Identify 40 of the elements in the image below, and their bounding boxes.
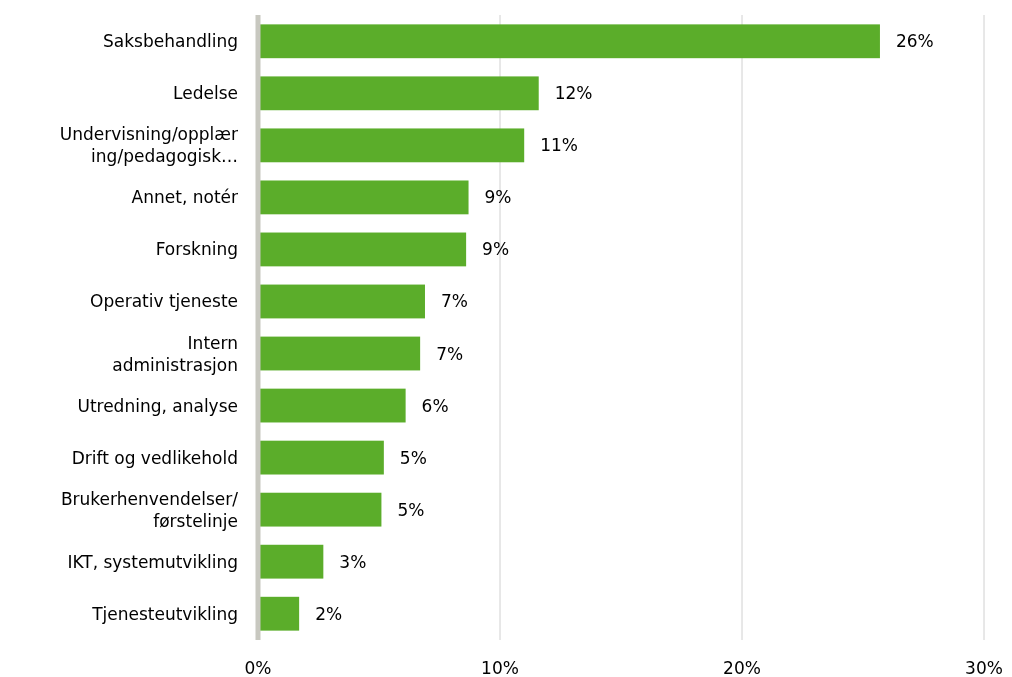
bar: [258, 440, 384, 475]
x-tick-label: 0%: [244, 658, 272, 677]
x-tick-label: 20%: [723, 658, 761, 677]
y-tick-label: Operativ tjeneste: [90, 291, 238, 312]
y-tick-label: Ledelse: [173, 83, 238, 104]
bar: [258, 128, 525, 163]
bar: [258, 544, 324, 579]
data-label: 5%: [399, 447, 427, 468]
data-label: 26%: [895, 31, 934, 52]
data-label: 7%: [440, 291, 468, 312]
data-label: 12%: [554, 83, 593, 104]
y-tick-label: Undervisning/opplær ing/pedagogisk…: [59, 124, 239, 167]
data-label: 5%: [397, 499, 425, 520]
x-tick-label: 30%: [965, 658, 1003, 677]
y-tick-label: Saksbehandling: [103, 31, 238, 52]
bar: [258, 180, 469, 215]
data-label: 9%: [484, 187, 512, 208]
data-label: 6%: [421, 395, 449, 416]
y-tick-label: Utredning, analyse: [77, 395, 238, 416]
data-label: 11%: [540, 135, 578, 156]
y-tick-label: Drift og vedlikehold: [71, 447, 238, 468]
bar: [258, 388, 406, 423]
bar: [258, 24, 880, 59]
data-label: 2%: [315, 603, 343, 624]
y-tick-label: Intern administrasjon: [112, 332, 238, 375]
y-tick-label: Annet, notér: [131, 187, 238, 208]
y-tick-label: Brukerhenvendelser/ førstelinje: [60, 488, 239, 531]
data-label: 3%: [339, 551, 367, 572]
y-tick-label: Tjenesteutvikling: [91, 603, 238, 624]
bar: [258, 596, 300, 631]
y-tick-label: IKT, systemutvikling: [67, 551, 238, 572]
bar: [258, 336, 421, 371]
bar: [258, 492, 382, 527]
bar: [258, 232, 467, 267]
x-tick-label: 10%: [481, 658, 519, 677]
bar: [258, 76, 539, 111]
bar: [258, 284, 425, 319]
y-tick-label: Forskning: [155, 239, 238, 260]
data-label: 7%: [436, 343, 464, 364]
data-label: 9%: [482, 239, 510, 260]
